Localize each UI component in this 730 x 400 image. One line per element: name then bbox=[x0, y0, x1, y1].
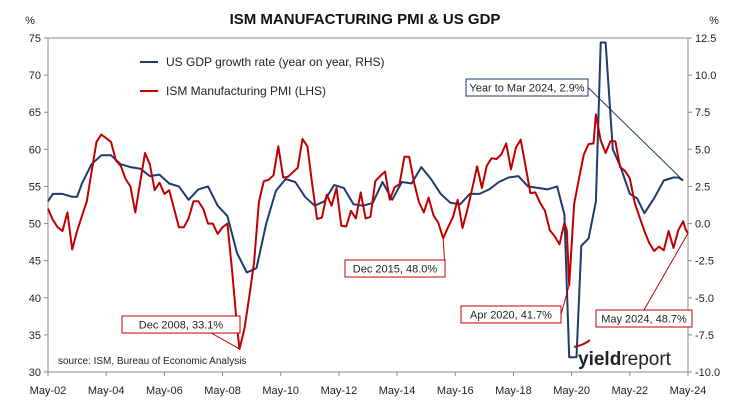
brand-logo: yieldreport bbox=[573, 339, 672, 370]
x-tick-label: May-10 bbox=[262, 385, 299, 397]
right-tick-label: 7.5 bbox=[695, 107, 710, 119]
left-tick-label: 40 bbox=[29, 293, 41, 305]
annotation-leader-line bbox=[560, 285, 570, 315]
right-tick-label: 5.0 bbox=[695, 144, 710, 156]
annotation-box bbox=[344, 259, 446, 278]
left-tick-label: 60 bbox=[29, 144, 41, 156]
plot-frame bbox=[47, 37, 689, 373]
chart-title: ISM MANUFACTURING PMI & US GDP bbox=[230, 11, 501, 28]
x-tick-label: May-20 bbox=[553, 385, 590, 397]
annotation-label: May 2024, 48.7% bbox=[601, 314, 687, 326]
right-tick-label: 12.5 bbox=[695, 33, 716, 45]
annotation-leader-line bbox=[643, 232, 689, 311]
x-tick-label: May-08 bbox=[204, 385, 241, 397]
right-tick-label: 2.5 bbox=[695, 181, 710, 193]
series-lines bbox=[47, 41, 689, 359]
left-tick-label: 65 bbox=[29, 107, 41, 119]
legend-label-gdp: US GDP growth rate (year on year, RHS) bbox=[166, 55, 385, 69]
annotation-label: Dec 2008, 33.1% bbox=[139, 320, 224, 332]
x-tick-label: May-22 bbox=[611, 385, 648, 397]
x-tick-label: May-12 bbox=[321, 385, 358, 397]
right-axis-unit: % bbox=[709, 15, 719, 27]
right-tick-label: -2.5 bbox=[695, 256, 714, 268]
annotation-label: Apr 2020, 41.7% bbox=[470, 310, 552, 322]
left-tick-label: 70 bbox=[29, 70, 41, 82]
annotation-box bbox=[465, 78, 589, 97]
right-tick-label: -5.0 bbox=[695, 293, 714, 305]
x-tick-label: May-14 bbox=[379, 385, 416, 397]
left-tick-label: 35 bbox=[29, 330, 41, 342]
x-tick-label: May-06 bbox=[146, 385, 183, 397]
right-tick-label: -10.0 bbox=[695, 367, 720, 379]
annotation-box bbox=[595, 309, 693, 328]
legend: US GDP growth rate (year on year, RHS) I… bbox=[140, 55, 385, 98]
brand-wordmark: yieldreport bbox=[578, 349, 672, 370]
left-axis-unit: % bbox=[25, 15, 35, 27]
right-tick-label: -7.5 bbox=[695, 330, 714, 342]
left-tick-label: 75 bbox=[29, 33, 41, 45]
annotations: Dec 2008, 33.1% Dec 2015, 48.0% Apr 2020, … bbox=[121, 78, 693, 350]
pmi-series-line bbox=[47, 113, 689, 350]
x-tick-label: May-16 bbox=[437, 385, 474, 397]
x-tick-label: May-18 bbox=[495, 385, 532, 397]
annotation-leader-line bbox=[587, 87, 684, 181]
right-tick-label: 0.0 bbox=[695, 219, 710, 231]
left-tick-label: 30 bbox=[29, 367, 41, 379]
left-tick-label: 55 bbox=[29, 181, 41, 193]
axes: 30 35 40 45 50 55 60 65 70 75 -10.0 -7.5 -5.0 -2.5 0.0… bbox=[29, 33, 720, 397]
x-tick-label: May-04 bbox=[88, 385, 125, 397]
left-tick-label: 45 bbox=[29, 256, 41, 268]
left-tick-label: 50 bbox=[29, 219, 41, 231]
legend-label-pmi: ISM Manufacturing PMI (LHS) bbox=[166, 84, 326, 98]
x-tick-label: May-24 bbox=[670, 385, 707, 397]
source-note: source: ISM, Bureau of Economic Analysis bbox=[58, 356, 246, 367]
annotation-box bbox=[121, 315, 241, 334]
gdp-series-line bbox=[47, 41, 684, 359]
annotation-box bbox=[460, 305, 562, 324]
annotation-label: Dec 2015, 48.0% bbox=[353, 264, 438, 276]
x-tick-label: May-02 bbox=[30, 385, 67, 397]
brand-swoosh-icon bbox=[573, 339, 591, 348]
annotation-label: Year to Mar 2024, 2.9% bbox=[469, 83, 584, 95]
right-tick-label: 10.0 bbox=[695, 70, 716, 82]
